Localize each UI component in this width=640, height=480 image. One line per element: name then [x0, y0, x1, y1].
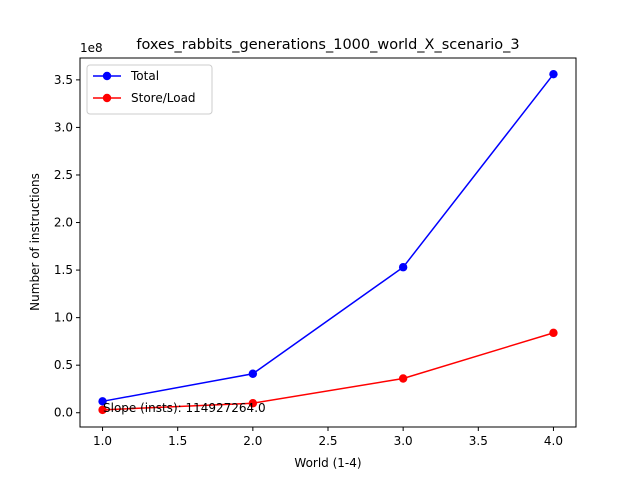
y-tick-label: 1.5 — [54, 263, 73, 277]
y-tick-label: 0.0 — [54, 406, 73, 420]
x-axis-label: World (1-4) — [294, 456, 361, 470]
y-axis-offset-label: 1e8 — [80, 41, 103, 55]
y-axis-ticks: 0.0 0.5 1.0 1.5 2.0 2.5 3.0 3.5 — [54, 73, 80, 420]
x-tick-label: 1.0 — [93, 434, 112, 448]
chart-title: foxes_rabbits_generations_1000_world_X_s… — [136, 37, 519, 53]
y-tick-label: 2.5 — [54, 168, 73, 182]
y-tick-label: 2.0 — [54, 216, 73, 230]
legend-box — [86, 64, 213, 115]
data-point — [248, 399, 258, 408]
y-tick-label: 0.5 — [54, 358, 73, 372]
legend-label-total: Total — [130, 69, 159, 83]
series-layer — [98, 69, 558, 415]
data-point — [549, 328, 558, 338]
y-axis-label: Number of instructions — [28, 173, 42, 311]
y-tick-label: 3.0 — [54, 120, 73, 134]
legend-marker-storeload — [102, 93, 112, 103]
y-tick-label: 1.0 — [54, 311, 73, 325]
data-point — [248, 369, 258, 378]
legend: Total Store/Load — [86, 64, 213, 115]
series-line-1 — [102, 332, 554, 411]
x-tick-label: 2.0 — [243, 434, 262, 448]
x-tick-label: 3.0 — [394, 434, 413, 448]
x-tick-label: 2.5 — [318, 434, 337, 448]
data-point — [398, 263, 408, 272]
slope-annotation: Slope (insts): 114927264.0 — [103, 401, 266, 415]
data-point — [549, 69, 558, 79]
x-tick-label: 1.5 — [168, 434, 187, 448]
data-point — [398, 374, 408, 383]
legend-label-storeload: Store/Load — [131, 91, 196, 105]
series-line-0 — [102, 73, 555, 403]
data-point — [98, 397, 107, 406]
x-axis-ticks: 1.0 1.5 2.0 2.5 3.0 3.5 4.0 — [93, 427, 563, 448]
y-tick-label: 3.5 — [54, 73, 73, 87]
legend-marker-total — [102, 71, 112, 81]
x-tick-label: 3.5 — [469, 434, 488, 448]
data-point — [98, 405, 107, 415]
x-tick-label: 4.0 — [544, 434, 563, 448]
